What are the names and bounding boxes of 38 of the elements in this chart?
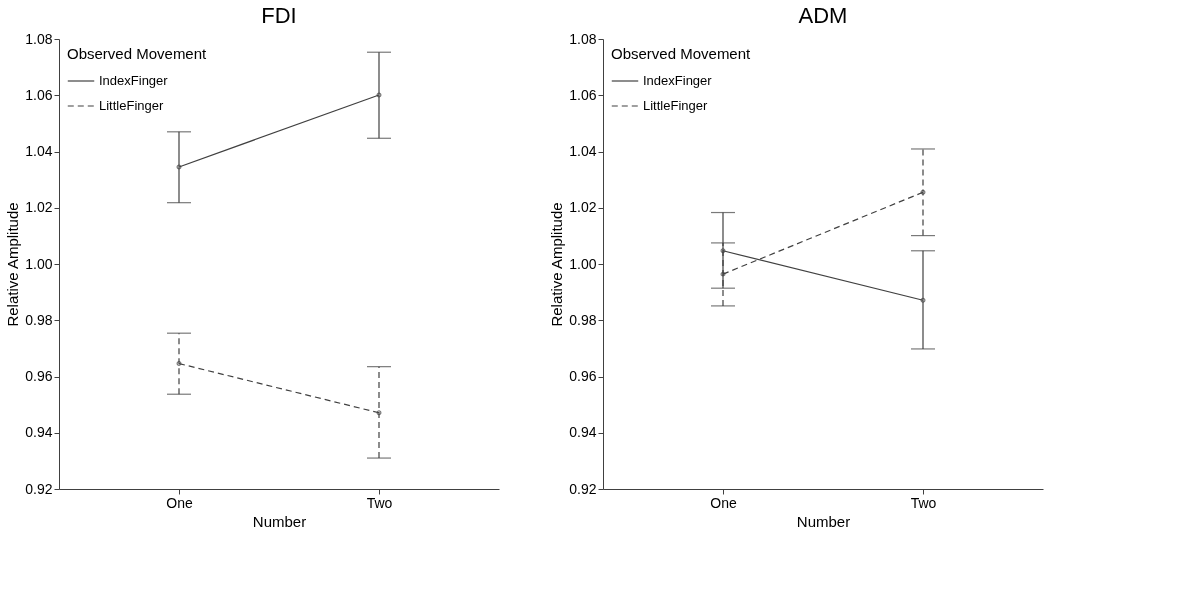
y-tick-label: 0.92 bbox=[25, 480, 53, 497]
y-tick-label: 1.06 bbox=[25, 86, 53, 103]
y-tick-label: 0.96 bbox=[569, 368, 597, 384]
legend-label: IndexFinger bbox=[99, 73, 169, 88]
x-axis-title: Number bbox=[252, 512, 307, 530]
point bbox=[920, 189, 926, 195]
y-tick-label: 1.06 bbox=[569, 86, 597, 103]
y-tick-label: 1.02 bbox=[25, 199, 53, 216]
y-axis-title: Relative Amplitude bbox=[548, 202, 566, 327]
x-tick-label: Two bbox=[366, 494, 393, 511]
y-tick-label: 1.00 bbox=[25, 255, 53, 272]
point bbox=[176, 361, 182, 367]
y-tick-label: 0.96 bbox=[25, 368, 53, 384]
y-tick-label: 0.98 bbox=[569, 311, 597, 328]
chart-title: FDI bbox=[261, 3, 297, 28]
x-tick-label: One bbox=[710, 494, 737, 511]
legend-label: LittleFinger bbox=[643, 98, 708, 113]
legend-label: LittleFinger bbox=[99, 98, 164, 113]
x-tick-label: Two bbox=[910, 494, 937, 511]
y-tick-label: 1.04 bbox=[569, 143, 597, 159]
y-tick-label: 0.94 bbox=[569, 424, 597, 441]
point bbox=[720, 271, 726, 277]
x-axis-title: Number bbox=[796, 512, 851, 530]
y-tick-label: 1.08 bbox=[569, 30, 597, 47]
legend-title: Observed Movement bbox=[67, 45, 208, 62]
chart-title: ADM bbox=[798, 3, 848, 28]
point bbox=[376, 410, 382, 416]
y-tick-label: 0.98 bbox=[25, 311, 53, 328]
y-tick-label: 1.08 bbox=[25, 30, 53, 47]
x-tick-label: One bbox=[166, 494, 193, 511]
legend-title: Observed Movement bbox=[611, 45, 752, 62]
legend-label: IndexFinger bbox=[643, 73, 713, 88]
y-tick-label: 0.92 bbox=[569, 480, 597, 497]
y-tick-label: 0.94 bbox=[25, 424, 53, 441]
y-tick-label: 1.02 bbox=[569, 199, 597, 216]
y-tick-label: 1.04 bbox=[25, 143, 53, 159]
y-tick-label: 1.00 bbox=[569, 255, 597, 272]
y-axis-title: Relative Amplitude bbox=[4, 202, 22, 327]
